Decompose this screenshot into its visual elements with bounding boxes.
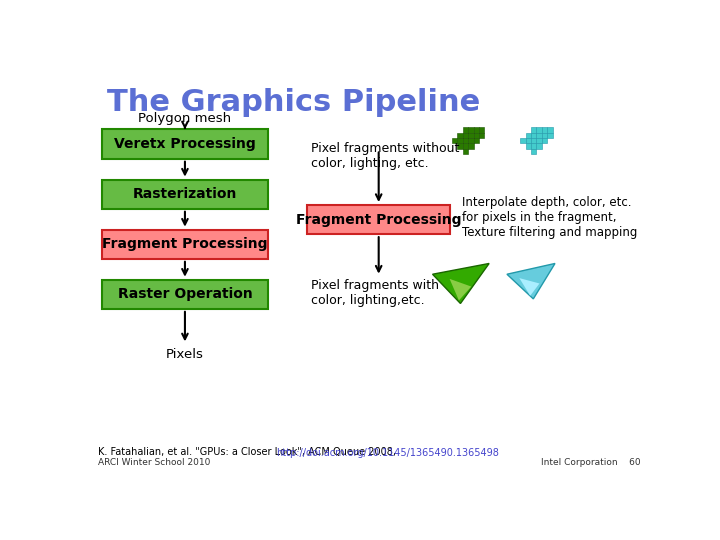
Bar — [463, 143, 468, 148]
Bar — [457, 138, 463, 143]
Bar — [531, 132, 536, 138]
Bar — [463, 148, 468, 154]
Bar — [457, 132, 463, 138]
Bar — [531, 127, 536, 132]
Bar — [531, 143, 536, 148]
FancyBboxPatch shape — [102, 179, 269, 209]
Text: http://doi.acm.org/10.1145/1365490.1365498: http://doi.acm.org/10.1145/1365490.13654… — [276, 448, 500, 457]
Bar — [463, 127, 468, 132]
Polygon shape — [519, 278, 539, 296]
Bar — [526, 138, 531, 143]
Bar — [452, 138, 457, 143]
Bar — [536, 132, 542, 138]
Text: Pixel fragments without
color, lighting, etc.: Pixel fragments without color, lighting,… — [311, 142, 459, 170]
Bar — [542, 127, 547, 132]
Bar — [536, 143, 542, 148]
Bar — [479, 127, 485, 132]
Bar — [531, 148, 536, 154]
Text: The Graphics Pipeline: The Graphics Pipeline — [107, 88, 480, 117]
Bar — [542, 138, 547, 143]
Text: K. Fatahalian, et al. "GPUs: a Closer Look", ACM Queue 2008,: K. Fatahalian, et al. "GPUs: a Closer Lo… — [98, 448, 399, 457]
Text: Polygon mesh: Polygon mesh — [138, 112, 232, 125]
Bar — [468, 132, 474, 138]
Bar — [468, 127, 474, 132]
Text: Interpolate depth, color, etc.
for pixels in the fragment,
Texture filtering and: Interpolate depth, color, etc. for pixel… — [462, 195, 637, 239]
Bar — [474, 132, 479, 138]
FancyBboxPatch shape — [102, 230, 269, 259]
Bar — [520, 138, 526, 143]
Text: Pixel fragments with
color, lighting,etc.: Pixel fragments with color, lighting,etc… — [311, 279, 439, 307]
Text: Fragment Processing: Fragment Processing — [102, 237, 268, 251]
Bar — [547, 132, 553, 138]
Text: Pixels: Pixels — [166, 348, 204, 361]
Bar — [479, 132, 485, 138]
Bar — [468, 138, 474, 143]
Bar — [536, 127, 542, 132]
Text: Veretx Processing: Veretx Processing — [114, 137, 256, 151]
Bar — [542, 132, 547, 138]
FancyBboxPatch shape — [307, 205, 451, 234]
Bar — [474, 127, 479, 132]
Bar — [547, 127, 553, 132]
Text: Raster Operation: Raster Operation — [117, 287, 252, 301]
Bar — [468, 143, 474, 148]
Text: Intel Corporation    60: Intel Corporation 60 — [541, 458, 640, 467]
Text: Rasterization: Rasterization — [132, 187, 237, 201]
Bar — [531, 138, 536, 143]
Bar — [457, 143, 463, 148]
Text: ARCI Winter School 2010: ARCI Winter School 2010 — [98, 458, 210, 467]
Bar — [463, 132, 468, 138]
Bar — [536, 138, 542, 143]
Polygon shape — [433, 264, 489, 303]
Bar — [463, 138, 468, 143]
FancyBboxPatch shape — [102, 280, 269, 309]
Text: Fragment Processing: Fragment Processing — [296, 213, 462, 227]
FancyBboxPatch shape — [102, 130, 269, 159]
Polygon shape — [449, 279, 472, 300]
Bar — [474, 138, 479, 143]
Bar — [526, 132, 531, 138]
Bar — [526, 143, 531, 148]
Polygon shape — [507, 264, 555, 299]
